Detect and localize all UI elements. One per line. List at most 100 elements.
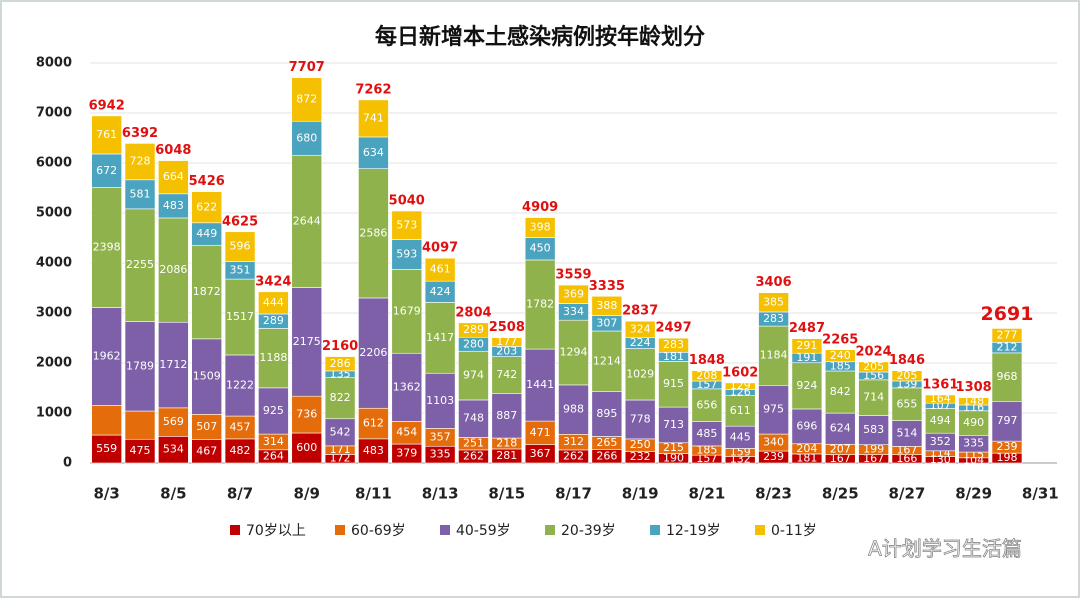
segment-label: 600 [296, 441, 317, 454]
segment-label: 2586 [359, 226, 387, 239]
segment-label: 191 [796, 351, 817, 364]
segment-label: 1222 [226, 379, 254, 392]
segment-label: 622 [196, 200, 217, 213]
total-label: 7707 [289, 60, 325, 75]
segment-label: 454 [396, 426, 417, 439]
segment-label: 742 [496, 368, 517, 381]
bar-segment [658, 361, 689, 408]
segment-label: 369 [563, 287, 584, 300]
bar-segment [891, 387, 923, 421]
bar-segment [124, 410, 156, 440]
segment-label: 185 [830, 359, 851, 372]
segment-label: 352 [930, 435, 951, 448]
segment-label: 895 [596, 407, 617, 420]
bar-segment [624, 399, 656, 440]
segment-label: 728 [130, 155, 151, 168]
segment-label: 445 [730, 430, 751, 443]
segment-label: 1214 [593, 354, 621, 367]
segment-label: 573 [396, 218, 417, 231]
segment-label: 761 [96, 128, 117, 141]
segment-label: 148 [963, 394, 984, 407]
segment-label: 1103 [426, 394, 454, 407]
segment-label: 680 [296, 131, 317, 144]
bar-segment [491, 356, 523, 395]
segment-label: 664 [163, 170, 184, 183]
segment-label: 286 [330, 357, 351, 370]
segment-label: 208 [696, 369, 717, 382]
x-tick-label: 8/7 [227, 485, 253, 503]
bar-segment [391, 352, 423, 422]
segment-label: 444 [263, 296, 284, 309]
segment-label: 2175 [293, 335, 321, 348]
bar-segment [891, 370, 923, 382]
segment-label: 277 [996, 328, 1017, 341]
bar-segment [291, 287, 323, 397]
bar-segment [324, 377, 356, 420]
total-label: 3335 [589, 279, 625, 294]
x-tick-label: 8/17 [555, 485, 592, 503]
segment-label: 283 [663, 338, 684, 351]
segment-label: 581 [130, 187, 151, 200]
segment-label: 736 [296, 408, 317, 421]
segment-label: 569 [163, 415, 184, 428]
segment-label: 583 [863, 423, 884, 436]
segment-label: 559 [96, 442, 117, 455]
x-tick-label: 8/3 [93, 485, 119, 503]
segment-label: 212 [996, 341, 1017, 354]
segment-label: 461 [430, 263, 451, 276]
segment-label: 482 [230, 444, 251, 457]
bar-segment [158, 160, 189, 195]
segment-label: 471 [530, 426, 551, 439]
segment-label: 199 [863, 443, 884, 456]
bar-segment [524, 217, 556, 238]
bar-segment [358, 297, 389, 409]
segment-label: 887 [496, 409, 517, 422]
segment-label: 534 [163, 443, 184, 456]
watermark: A计划学习生活篇 [868, 537, 1022, 561]
bar-segment [258, 387, 289, 435]
x-tick-label: 8/21 [688, 485, 725, 503]
segment-label: 968 [996, 370, 1017, 383]
segment-label: 172 [330, 452, 351, 465]
y-tick-label: 7000 [36, 106, 72, 121]
bar-segment [524, 348, 556, 422]
segment-label: 714 [863, 391, 884, 404]
bar-segment [858, 415, 889, 445]
bar-segment [591, 295, 623, 316]
segment-label: 612 [363, 417, 384, 430]
total-label: 3559 [555, 268, 591, 283]
segment-label: 398 [530, 221, 551, 234]
segment-label: 2255 [126, 258, 154, 271]
bar-segment [391, 239, 423, 270]
segment-label: 485 [696, 427, 717, 440]
bar-segment [591, 391, 623, 437]
total-label: 4909 [522, 200, 558, 215]
y-tick-label: 1000 [36, 406, 72, 421]
total-label: 6392 [122, 126, 158, 141]
bar-segment [124, 321, 156, 412]
segment-label: 167 [896, 444, 917, 457]
segment-label: 166 [896, 452, 917, 465]
bar-segment [558, 319, 589, 386]
bar-segment [858, 379, 889, 416]
total-label: 4625 [222, 214, 258, 229]
total-label: 1846 [889, 353, 925, 368]
segment-label: 542 [330, 425, 351, 438]
bar-segment [491, 337, 523, 347]
bar-segment [491, 393, 523, 439]
bar-segment [791, 362, 823, 410]
segment-label: 1188 [259, 351, 287, 364]
total-label: 7262 [355, 82, 391, 97]
total-label: 2691 [981, 303, 1034, 325]
total-label: 2487 [789, 321, 825, 336]
bar-segment [91, 405, 122, 436]
segment-label: 205 [863, 360, 884, 373]
segment-label: 797 [996, 414, 1017, 427]
segment-label: 379 [396, 447, 417, 460]
segment-label: 314 [263, 435, 284, 448]
segment-label: 264 [263, 449, 284, 462]
bar-segment [591, 330, 623, 393]
legend-swatch [755, 525, 765, 535]
bar-segment [624, 320, 656, 338]
segment-label: 289 [263, 314, 284, 327]
